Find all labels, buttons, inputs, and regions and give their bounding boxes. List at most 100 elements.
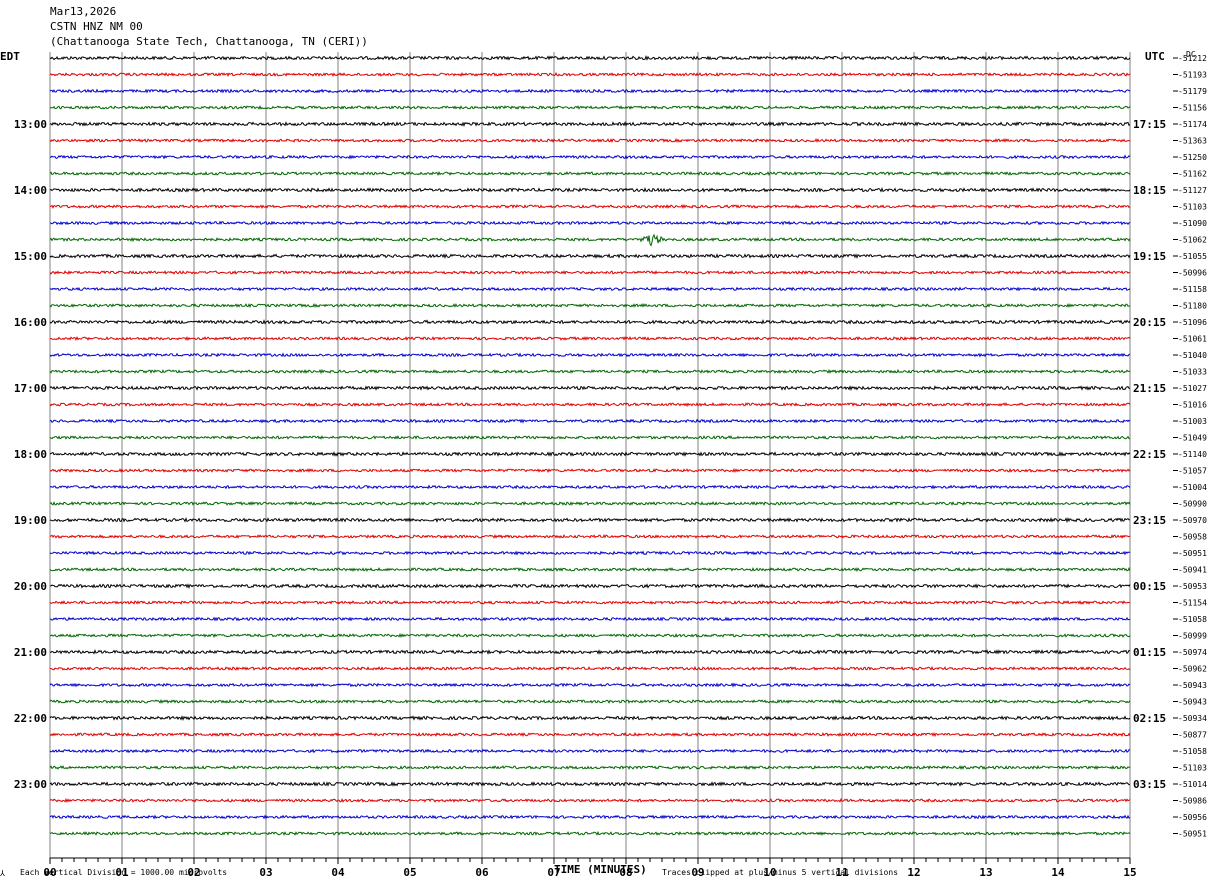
dc-offset-label: -51103 [1178, 203, 1207, 212]
trace-row-24 [49, 451, 1131, 457]
trace-row-47 [49, 830, 1131, 837]
trace-row-23 [49, 435, 1131, 440]
dc-header-label: DC [1186, 50, 1196, 59]
dc-offset-label: -50999 [1178, 632, 1207, 641]
dc-offset-label: -50951 [1178, 549, 1207, 558]
trace-row-3 [49, 104, 1131, 110]
date-label: Mar13,2026 [50, 5, 117, 18]
left-hour-label: 20:00 [14, 580, 47, 593]
clip-note: Traces clipped at plus/minus 5 vertical … [662, 868, 899, 877]
trace-row-19 [49, 368, 1131, 375]
trace-row-46 [49, 814, 1131, 820]
right-hour-label: 18:15 [1133, 184, 1166, 197]
right-hour-label: 17:15 [1133, 118, 1166, 131]
dc-offset-label: -50986 [1178, 797, 1207, 806]
dc-offset-label: -51193 [1178, 71, 1207, 80]
trace-row-21 [49, 402, 1131, 408]
x-tick-label: 10 [763, 866, 776, 879]
left-hour-label: 13:00 [14, 118, 47, 131]
dc-offset-label: -50974 [1178, 648, 1207, 657]
dc-offset-label: -51179 [1178, 87, 1207, 96]
x-tick-label: 05 [403, 866, 416, 879]
scale-note: Each Vertical Division = 1000.00 microvo… [20, 868, 228, 877]
left-hour-label: 15:00 [14, 250, 47, 263]
dc-offset-label: -50953 [1178, 582, 1207, 591]
dc-offset-label: -51033 [1178, 368, 1207, 377]
trace-row-9 [49, 203, 1131, 210]
trace-row-22 [49, 418, 1131, 424]
trace-row-42 [49, 748, 1131, 754]
dc-offset-label: -51103 [1178, 764, 1207, 773]
x-tick-label: 01 [115, 866, 129, 879]
trace-row-41 [49, 731, 1131, 738]
dc-offset-label: -51027 [1178, 384, 1207, 393]
left-hour-label: 21:00 [14, 646, 47, 659]
left-hour-label: 17:00 [14, 382, 47, 395]
x-tick-label: 04 [331, 866, 345, 879]
trace-row-33 [49, 600, 1130, 605]
left-hour-label: 22:00 [14, 712, 47, 725]
right-hour-label: 23:15 [1133, 514, 1166, 527]
dc-offset-label: -51058 [1178, 747, 1207, 756]
trace-row-17 [50, 335, 1131, 342]
dc-offset-label: -50941 [1178, 566, 1207, 575]
x-tick-label: 06 [475, 866, 489, 879]
dc-offset-label: -50934 [1178, 714, 1207, 723]
trace-row-2 [49, 88, 1131, 94]
trace-row-1 [49, 71, 1131, 77]
trace-row-10 [50, 220, 1131, 226]
trace-row-44 [49, 781, 1131, 787]
trace-row-29 [49, 533, 1131, 539]
dc-offset-label: -50877 [1178, 731, 1207, 740]
footer-mark: ⅄ [0, 869, 5, 878]
dc-offset-label: -51363 [1178, 137, 1207, 146]
dc-offset-label: -51055 [1178, 252, 1207, 261]
dc-offset-label: -51180 [1178, 302, 1207, 311]
dc-offset-label: -50951 [1178, 830, 1207, 839]
right-hour-label: 20:15 [1133, 316, 1166, 329]
trace-row-35 [49, 632, 1131, 639]
dc-offset-label: -50956 [1178, 813, 1207, 822]
dc-offset-label: -50970 [1178, 516, 1207, 525]
trace-row-38 [49, 682, 1131, 688]
dc-offset-label: -50943 [1178, 681, 1207, 690]
right-hour-label: 00:15 [1133, 580, 1166, 593]
dc-offset-label: -50958 [1178, 533, 1207, 542]
trace-row-40 [49, 715, 1131, 721]
x-tick-label: 12 [907, 866, 920, 879]
x-tick-label: 09 [691, 866, 704, 879]
trace-row-0 [49, 54, 1131, 61]
trace-row-16 [49, 319, 1131, 325]
right-hour-label: 01:15 [1133, 646, 1166, 659]
dc-offset-label: -51174 [1178, 120, 1207, 129]
trace-row-4 [49, 121, 1131, 127]
trace-row-37 [49, 665, 1131, 671]
x-tick-label: 11 [835, 866, 849, 879]
dc-offset-label: -51090 [1178, 219, 1207, 228]
x-tick-label: 03 [259, 866, 272, 879]
right-timezone-label: UTC [1145, 50, 1165, 63]
trace-row-7 [49, 170, 1131, 177]
trace-row-27 [49, 500, 1131, 506]
trace-row-13 [49, 270, 1131, 275]
trace-row-34 [49, 616, 1130, 622]
x-axis-title: TIME (MINUTES) [554, 863, 647, 876]
trace-row-43 [49, 765, 1131, 771]
trace-row-36 [49, 649, 1131, 655]
dc-offset-label: -51162 [1178, 170, 1207, 179]
dc-offset-label: -51040 [1178, 351, 1207, 360]
trace-row-15 [49, 303, 1131, 309]
right-hour-label: 19:15 [1133, 250, 1166, 263]
dc-offset-label: -51057 [1178, 467, 1207, 476]
trace-row-8 [49, 186, 1131, 193]
left-timezone-label: EDT [0, 50, 20, 63]
dc-offset-label: -51250 [1178, 153, 1207, 162]
dc-offset-label: -51212 [1178, 54, 1207, 63]
x-tick-label: 02 [187, 866, 200, 879]
trace-row-30 [49, 550, 1131, 556]
right-hour-label: 22:15 [1133, 448, 1166, 461]
trace-row-32 [49, 583, 1131, 589]
dc-offset-label: -50943 [1178, 698, 1207, 707]
right-hour-label: 02:15 [1133, 712, 1166, 725]
